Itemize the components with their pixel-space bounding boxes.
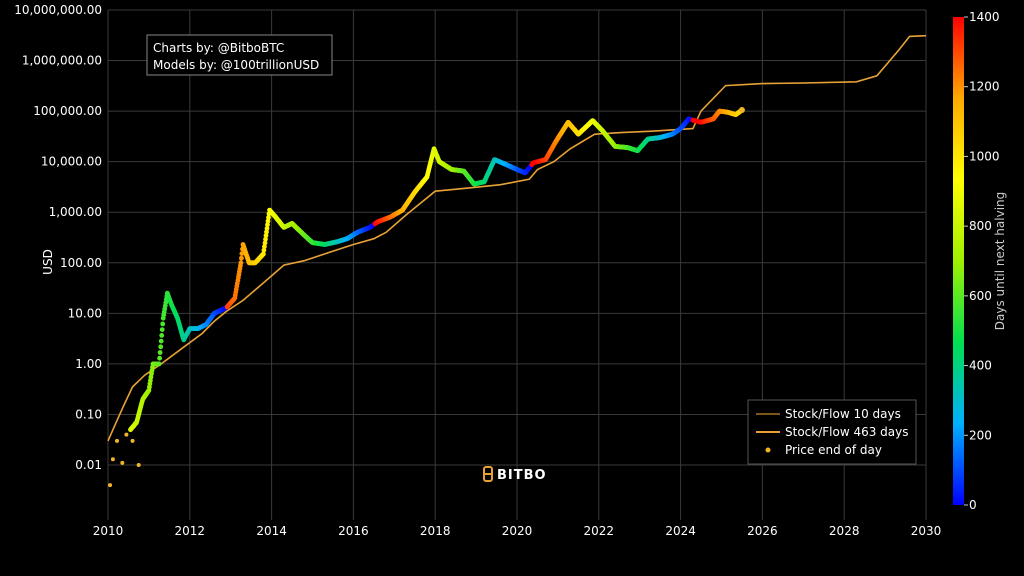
price-dot — [239, 255, 244, 261]
y-axis-title: USD — [41, 249, 55, 275]
price-dot — [130, 438, 135, 443]
x-tick-label: 2024 — [665, 524, 696, 538]
y-tick-label: 0.10 — [75, 407, 102, 421]
bitbo-logo-text: BITBO — [497, 468, 547, 483]
x-tick-label: 2020 — [502, 524, 533, 538]
price-dot — [261, 251, 266, 257]
price-dots — [108, 107, 745, 488]
series-line-463d — [107, 34, 927, 442]
price-dot — [124, 432, 129, 437]
price-dot — [157, 355, 163, 361]
x-tick-label: 2010 — [93, 524, 124, 538]
price-dot — [120, 460, 125, 465]
colorbar-ticks: 0 200 400 600 800 1000 1200 1400 — [964, 10, 1000, 512]
colorbar-tick-label: 0 — [969, 498, 977, 512]
price-dot — [265, 218, 271, 224]
y-tick-label: 1,000.00 — [49, 205, 102, 219]
colorbar — [953, 17, 964, 505]
price-dot — [261, 247, 267, 253]
y-tick-label: 100,000.00 — [33, 104, 102, 118]
colorbar-tick-label: 600 — [969, 289, 992, 303]
price-dot — [263, 236, 268, 242]
colorbar-tick-label: 1400 — [969, 10, 1000, 24]
colorbar-tick-label: 400 — [969, 359, 992, 373]
price-dot — [108, 483, 113, 488]
colorbar-title: Days until next halving — [993, 192, 1007, 331]
price-dot — [136, 463, 141, 467]
price-dot — [265, 222, 270, 228]
bitbo-logo: BITBO — [483, 466, 547, 483]
grid-lines — [107, 9, 927, 520]
legend-entry-10d: Stock/Flow 10 days — [785, 407, 901, 421]
price-dot — [264, 229, 269, 235]
price-dot — [262, 240, 268, 246]
series-lines — [107, 34, 927, 442]
y-tick-label: 1.00 — [75, 357, 102, 371]
price-dot — [158, 338, 164, 344]
x-tick-label: 2022 — [584, 524, 615, 538]
price-dot — [156, 361, 162, 367]
credits-border — [146, 34, 333, 76]
y-axis-ticks: 0.01 0.10 1.00 10.00 100.00 1,000.00 10,000.00… — [14, 3, 102, 472]
x-tick-label: 2028 — [829, 524, 860, 538]
colorbar-tick-label: 800 — [969, 219, 992, 233]
y-tick-label: 0.01 — [75, 458, 102, 472]
y-tick-label: 10,000,000.00 — [14, 3, 102, 17]
x-tick-label: 2018 — [420, 524, 451, 538]
x-axis-ticks: 2010 2012 2014 2016 2018 2020 2022 2024 2026 2028… — [93, 524, 942, 538]
price-dot — [239, 251, 245, 256]
price-dot — [264, 226, 270, 231]
x-tick-label: 2016 — [338, 524, 369, 538]
price-dot — [158, 344, 164, 350]
colorbar-tick-label: 1000 — [969, 149, 1000, 163]
price-dot — [160, 321, 166, 327]
price-dot — [262, 244, 267, 250]
legend-swatch-price — [765, 447, 771, 453]
legend-entry-price: Price end of day — [785, 443, 882, 457]
credits-box: Charts by: @BitboBTC Models by: @100tril… — [146, 34, 333, 76]
credits-line-1: Charts by: @BitboBTC — [153, 41, 284, 55]
credits-line-2: Models by: @100trillionUSD — [153, 58, 319, 72]
price-dot — [159, 333, 165, 338]
legend-entry-463d: Stock/Flow 463 days — [785, 425, 909, 439]
colorbar-tick-label: 1200 — [969, 80, 1000, 94]
price-dot — [159, 327, 165, 332]
price-dot — [238, 260, 244, 266]
x-tick-label: 2026 — [747, 524, 778, 538]
bitbo-logo-icon — [483, 466, 493, 482]
x-tick-label: 2012 — [175, 524, 206, 538]
price-dot — [114, 438, 119, 443]
x-tick-label: 2014 — [256, 524, 287, 538]
y-tick-label: 100.00 — [60, 256, 102, 270]
price-dot — [263, 233, 269, 239]
price-dot — [157, 350, 163, 355]
legend: Stock/Flow 10 days Stock/Flow 463 days P… — [747, 399, 917, 465]
colorbar-tick-label: 200 — [969, 428, 992, 442]
y-tick-label: 10,000.00 — [41, 155, 102, 169]
price-dot — [110, 457, 115, 462]
price-dot — [266, 215, 271, 220]
price-dot-latest — [738, 107, 745, 114]
y-tick-label: 1,000,000.00 — [22, 54, 102, 68]
y-tick-label: 10.00 — [68, 306, 102, 320]
x-tick-label: 2030 — [911, 524, 942, 538]
